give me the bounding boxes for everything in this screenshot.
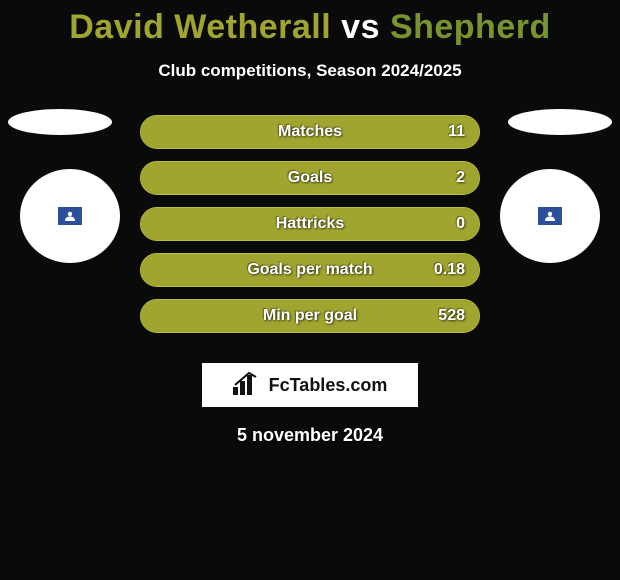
stat-row: Goals per match 0.18 (140, 253, 480, 287)
stat-value: 2 (456, 162, 465, 194)
person-icon (58, 207, 82, 225)
page-title: David Wetherall vs Shepherd (0, 8, 620, 47)
bars-icon (233, 371, 263, 400)
snapshot-date: 5 november 2024 (0, 425, 620, 446)
brand-badge: FcTables.com (202, 363, 418, 407)
stat-row: Hattricks 0 (140, 207, 480, 241)
stat-row: Matches 11 (140, 115, 480, 149)
player-1-avatar (20, 169, 120, 263)
subtitle: Club competitions, Season 2024/2025 (0, 61, 620, 81)
stat-value: 0 (456, 208, 465, 240)
player-1-name: David Wetherall (69, 8, 331, 46)
stat-label: Hattricks (141, 208, 479, 240)
brand-text: FcTables.com (269, 375, 388, 396)
comparison-arena: Matches 11 Goals 2 Hattricks 0 Goals per… (0, 115, 620, 345)
left-pad-ellipse (8, 109, 112, 135)
vs-label: vs (341, 8, 380, 46)
stat-label: Goals (141, 162, 479, 194)
person-icon (538, 207, 562, 225)
stat-row: Min per goal 528 (140, 299, 480, 333)
stat-value: 11 (448, 116, 465, 148)
stat-label: Matches (141, 116, 479, 148)
stat-rows: Matches 11 Goals 2 Hattricks 0 Goals per… (140, 115, 480, 345)
stat-label: Goals per match (141, 254, 479, 286)
stat-row: Goals 2 (140, 161, 480, 195)
player-2-name: Shepherd (390, 8, 551, 46)
stat-label: Min per goal (141, 300, 479, 332)
stat-value: 528 (438, 300, 465, 332)
player-2-avatar (500, 169, 600, 263)
stat-value: 0.18 (434, 254, 465, 286)
right-pad-ellipse (508, 109, 612, 135)
stats-card: David Wetherall vs Shepherd Club competi… (0, 0, 620, 580)
